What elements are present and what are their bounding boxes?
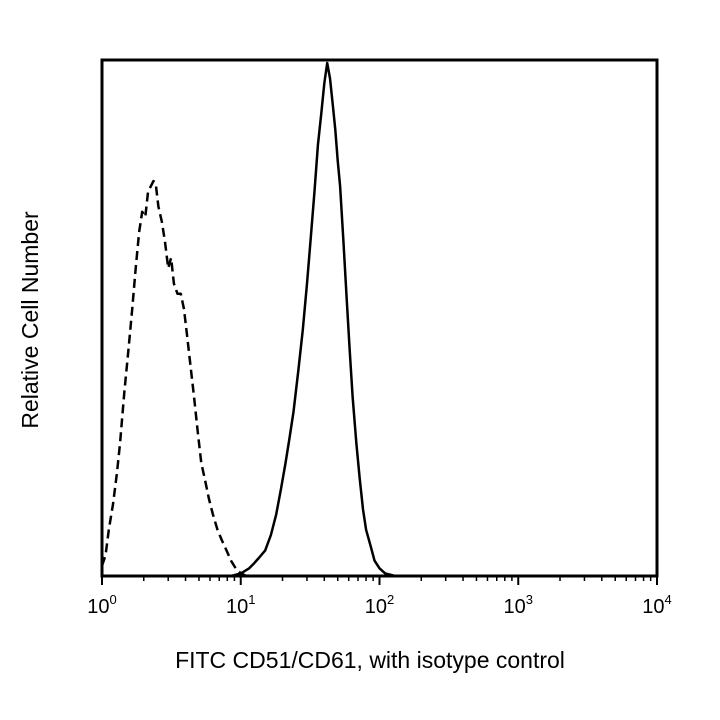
isotype-control-histogram-line [100, 179, 248, 578]
y-axis-title: Relative Cell Number [17, 211, 43, 429]
series-layer [100, 61, 396, 578]
x-axis-ticks: 100 101 102 103 104 [87, 576, 672, 618]
x-tick-label: 104 [642, 592, 671, 618]
x-axis-title: FITC CD51/CD61, with isotype control [175, 647, 565, 673]
x-tick-label: 102 [365, 592, 394, 618]
stained-sample-histogram-line [230, 61, 396, 578]
x-tick-label: 103 [504, 592, 533, 618]
x-tick-label: 100 [87, 592, 116, 618]
x-tick-label: 101 [226, 592, 255, 618]
